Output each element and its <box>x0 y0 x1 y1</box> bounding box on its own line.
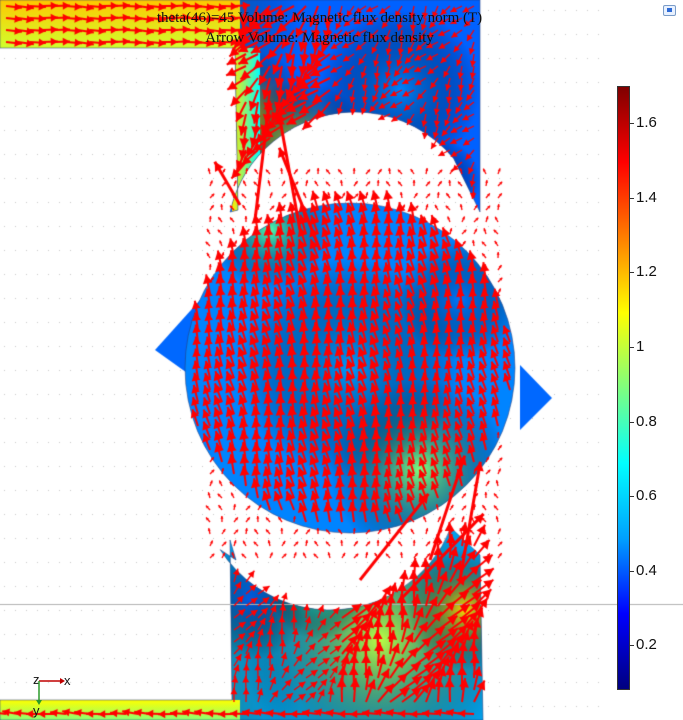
color-legend-tick-label: 1 <box>636 337 645 355</box>
plot-subtitle: Arrow Volume: Magnetic flux density <box>205 30 434 46</box>
color-legend-tick-mark <box>629 421 634 423</box>
axis-y-label: y <box>33 703 40 718</box>
color-legend-tick-mark <box>629 346 634 348</box>
color-legend-tick-label: 0.6 <box>636 487 657 505</box>
color-legend-tick-mark <box>629 496 634 498</box>
color-legend-tick-mark <box>629 197 634 199</box>
axis-triad-icon <box>36 678 65 705</box>
color-legend-tick-label: 0.8 <box>636 412 657 430</box>
color-legend-tick-label: 0.2 <box>636 636 657 654</box>
color-legend-tick-label: 1.2 <box>636 263 657 281</box>
color-legend-tick-mark <box>629 645 634 647</box>
color-legend-bar <box>617 86 630 690</box>
color-legend-tick-mark <box>629 123 634 125</box>
color-legend-tick-label: 1.4 <box>636 188 657 206</box>
color-legend-tick-mark <box>629 570 634 572</box>
color-legend-tick-label: 1.6 <box>636 114 657 132</box>
color-legend-tick-mark <box>629 272 634 274</box>
view-options-icon[interactable] <box>663 5 676 16</box>
axis-x-label: x <box>64 673 71 688</box>
axis-z-label: z <box>33 672 40 687</box>
color-legend-tick-label: 0.4 <box>636 561 657 579</box>
plot-title: theta(46)=45 Volume: Magnetic flux densi… <box>156 10 483 26</box>
